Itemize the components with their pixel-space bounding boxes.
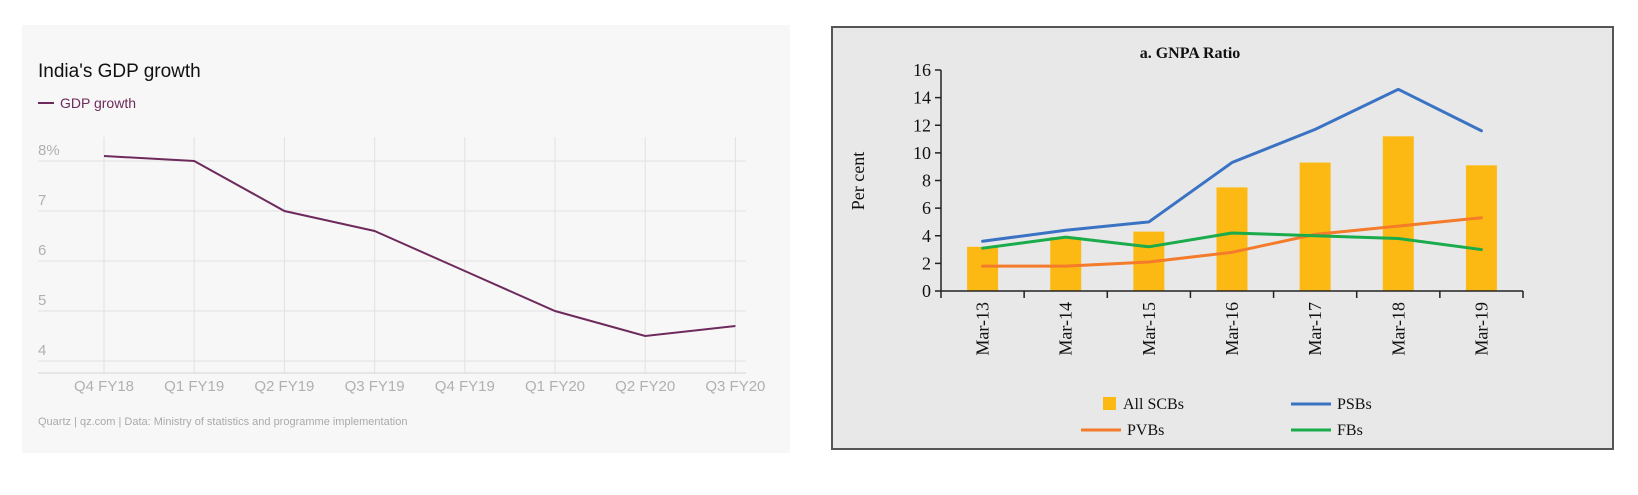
gnpa-legend-label: PVBs [1127, 422, 1164, 439]
gnpa-legend-swatch [1103, 397, 1116, 410]
gnpa-bar-all-scbs [1465, 165, 1497, 291]
gnpa-y-tick-label: 8 [922, 171, 931, 191]
gdp-x-tick-label: Q1 FY20 [525, 378, 585, 395]
gnpa-x-tick-label: Mar-13 [973, 302, 993, 356]
gdp-x-tick-label: Q2 FY20 [615, 378, 675, 395]
gdp-x-tick-label: Q2 FY19 [254, 378, 314, 395]
gnpa-y-tick-label: 0 [922, 281, 931, 301]
gnpa-y-tick-label: 4 [922, 226, 931, 246]
gnpa-chart-panel: a. GNPA Ratio Per cent 0 2 4 6 8 10 12 14 16 Mar… [831, 26, 1614, 450]
gdp-y-tick-label: 6 [38, 242, 46, 259]
gnpa-y-tick-label: 12 [913, 115, 931, 135]
gnpa-y-tick-label: 10 [913, 143, 931, 163]
gnpa-legend-label: All SCBs [1123, 396, 1184, 413]
gnpa-bar-all-scbs [1216, 187, 1248, 291]
gnpa-x-tick-label: Mar-14 [1056, 302, 1076, 356]
gnpa-x-tick-label: Mar-17 [1305, 302, 1325, 356]
gdp-chart-panel: India's GDP growth GDP growth 4 5 6 7 8% Q4 … [22, 25, 790, 453]
gnpa-bar-all-scbs [967, 246, 999, 291]
gnpa-y-axis-label: Per cent [848, 152, 868, 210]
gdp-legend-label: GDP growth [60, 95, 136, 111]
gdp-x-tick-label: Q4 FY18 [74, 378, 134, 395]
gdp-chart-svg: India's GDP growth GDP growth 4 5 6 7 8% Q4 … [38, 61, 765, 428]
gnpa-bar-all-scbs [1382, 136, 1414, 291]
gdp-y-tick-label: 4 [38, 342, 46, 359]
gdp-y-tick-label: 8% [38, 142, 60, 159]
gnpa-x-tick-label: Mar-19 [1471, 302, 1491, 356]
gnpa-bar-all-scbs [1299, 162, 1331, 291]
gdp-x-tick-label: Q3 FY19 [345, 378, 405, 395]
gnpa-y-tick-label: 6 [922, 198, 931, 218]
gnpa-x-tick-label: Mar-15 [1139, 302, 1159, 356]
gnpa-legend-label: PSBs [1337, 396, 1372, 413]
gnpa-y-tick-label: 2 [922, 253, 931, 273]
gdp-y-tick-label: 5 [38, 292, 46, 309]
gdp-y-tick-label: 7 [38, 192, 46, 209]
gdp-chart-title: India's GDP growth [38, 61, 201, 82]
gdp-growth-line [103, 155, 736, 338]
gnpa-x-tick-label: Mar-18 [1388, 302, 1408, 356]
gnpa-chart-svg: a. GNPA Ratio Per cent 0 2 4 6 8 10 12 14 16 Mar… [848, 45, 1524, 439]
gnpa-legend-label: FBs [1337, 422, 1363, 439]
gnpa-chart-title: a. GNPA Ratio [1140, 45, 1241, 62]
gnpa-y-tick-label: 14 [913, 88, 931, 108]
gdp-x-tick-label: Q4 FY19 [435, 378, 495, 395]
gdp-source-note: Quartz | qz.com | Data: Ministry of stat… [38, 416, 407, 428]
gdp-x-tick-label: Q3 FY20 [705, 378, 765, 395]
gdp-x-tick-label: Q1 FY19 [164, 378, 224, 395]
gnpa-line-pvbs [981, 216, 1483, 268]
gnpa-line-psbs [981, 87, 1483, 243]
gnpa-bar-all-scbs [1050, 237, 1082, 291]
gnpa-x-tick-label: Mar-16 [1222, 302, 1242, 356]
gnpa-y-tick-label: 16 [913, 60, 931, 80]
gnpa-line-fbs [981, 231, 1483, 252]
